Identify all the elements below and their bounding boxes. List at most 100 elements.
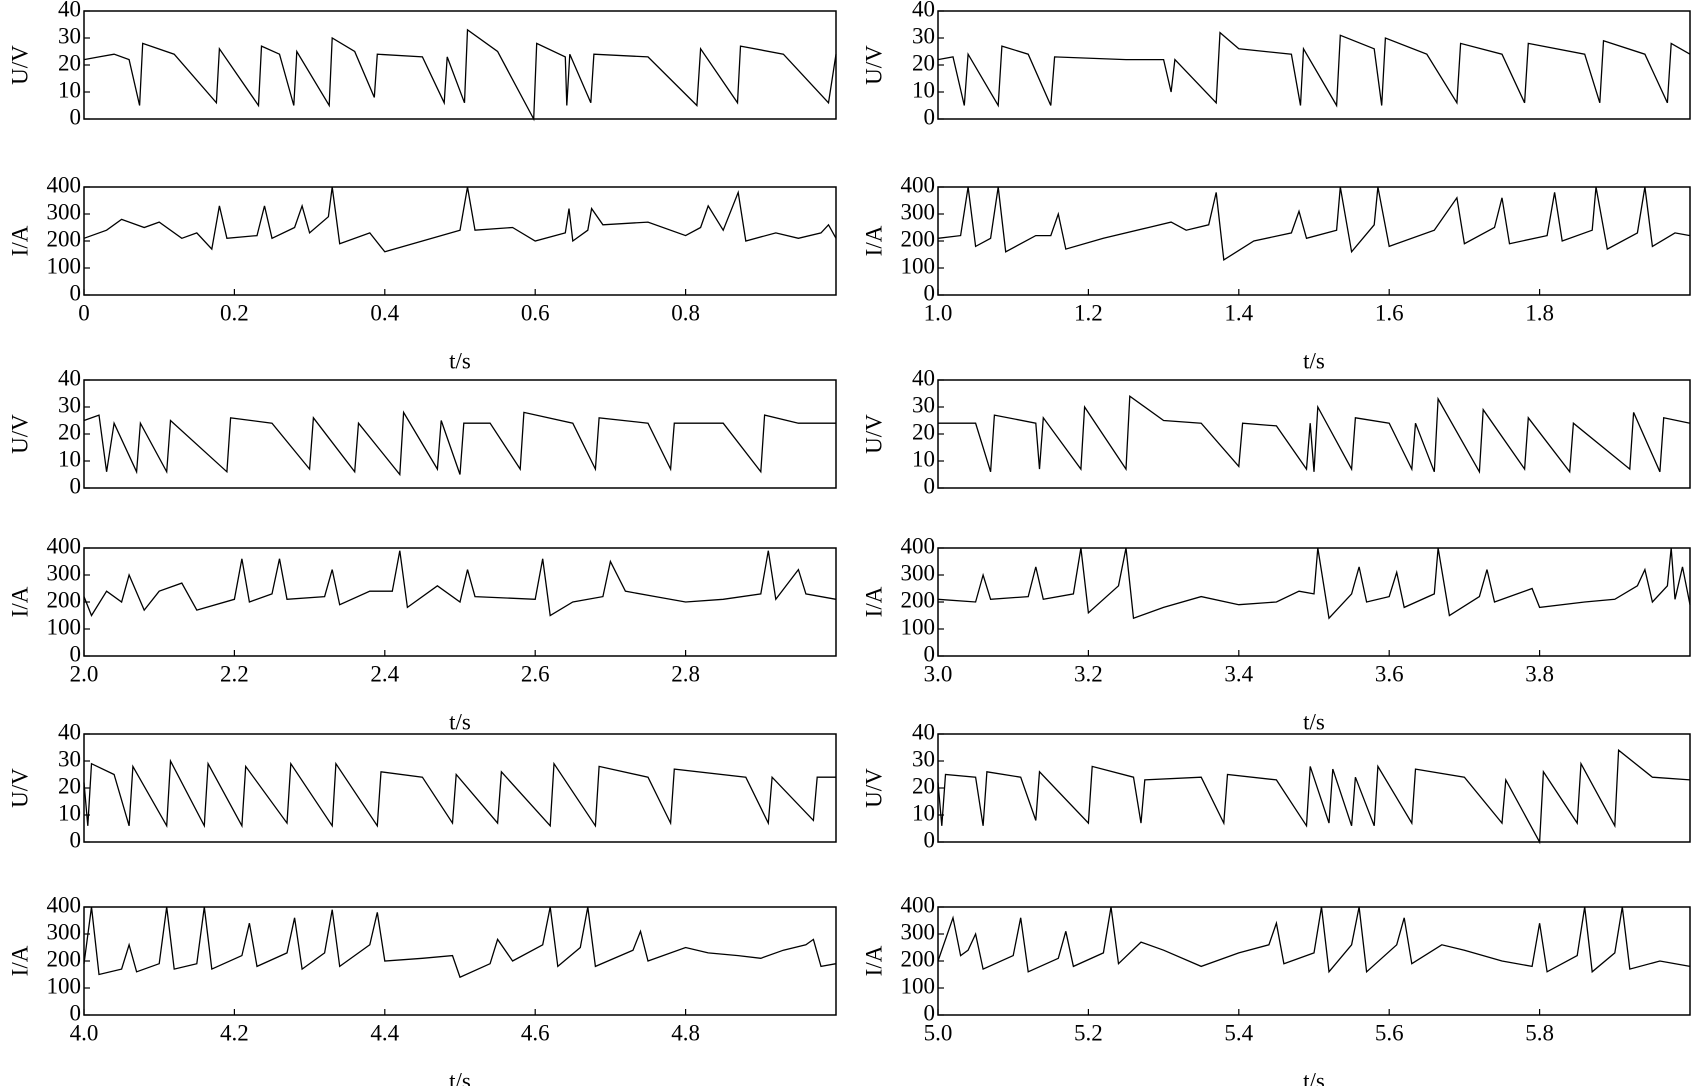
y-axis-label: I/A: [861, 225, 886, 256]
signal-line: [937, 748, 1691, 845]
signal-line: [83, 550, 837, 617]
y-tick-label: 200: [901, 226, 936, 251]
x-tick-label: 2.2: [220, 661, 249, 686]
y-tick-label: 40: [58, 719, 81, 744]
y-axis-label: I/A: [861, 945, 886, 976]
y-tick-label: 300: [47, 560, 82, 585]
signal-line: [937, 31, 1691, 108]
x-tick-label: 4.6: [521, 1020, 550, 1045]
y-axis-label: U/V: [861, 414, 886, 454]
y-axis-label: U/V: [861, 45, 886, 85]
x-tick-label: 0.6: [521, 300, 550, 325]
x-axis-label: t/s: [1303, 348, 1325, 373]
y-tick-label: 0: [70, 827, 82, 852]
y-tick-label: 20: [58, 773, 81, 798]
y-tick-label: 20: [58, 50, 81, 75]
x-tick-label: 3.2: [1074, 661, 1103, 686]
y-tick-label: 0: [924, 473, 936, 498]
y-tick-label: 30: [912, 746, 935, 771]
x-tick-label: 3.8: [1525, 661, 1554, 686]
y-axis-label: U/V: [861, 768, 886, 808]
y-axis-label: U/V: [7, 768, 32, 808]
y-tick-label: 10: [912, 800, 935, 825]
y-tick-label: 20: [912, 773, 935, 798]
y-tick-label: 30: [58, 23, 81, 48]
plot-frame: [83, 733, 837, 843]
x-axis-label: t/s: [1303, 709, 1325, 734]
x-tick-label: 5.4: [1224, 1020, 1253, 1045]
x-tick-label: 4.4: [370, 1020, 399, 1045]
y-tick-label: 300: [901, 199, 936, 224]
plot-frame: [83, 186, 837, 296]
y-tick-label: 20: [912, 50, 935, 75]
y-tick-label: 300: [47, 919, 82, 944]
x-tick-label: 5.2: [1074, 1020, 1103, 1045]
y-tick-label: 400: [901, 892, 936, 917]
y-tick-label: 30: [912, 392, 935, 417]
y-tick-label: 200: [901, 946, 936, 971]
y-tick-label: 10: [58, 800, 81, 825]
y-axis-label: I/A: [7, 945, 32, 976]
x-tick-label: 1.2: [1074, 300, 1103, 325]
x-tick-label: 3.4: [1224, 661, 1253, 686]
y-tick-label: 0: [70, 280, 82, 305]
y-tick-label: 10: [58, 446, 81, 471]
x-tick-label: 5.6: [1375, 1020, 1404, 1045]
y-tick-label: 0: [924, 104, 936, 129]
y-tick-label: 40: [912, 365, 935, 390]
y-tick-label: 300: [901, 919, 936, 944]
y-tick-label: 100: [901, 614, 936, 639]
y-tick-label: 20: [58, 419, 81, 444]
signal-line: [83, 186, 837, 253]
x-tick-label: 1.8: [1525, 300, 1554, 325]
y-tick-label: 400: [901, 533, 936, 558]
y-tick-label: 200: [901, 587, 936, 612]
y-tick-label: 40: [58, 365, 81, 390]
signal-line: [937, 547, 1691, 620]
x-tick-label: 3.0: [924, 661, 953, 686]
plot-frame: [937, 547, 1691, 657]
x-tick-label: 4.8: [671, 1020, 700, 1045]
y-tick-label: 400: [47, 533, 82, 558]
y-tick-label: 100: [47, 253, 82, 278]
x-tick-label: 5.0: [924, 1020, 953, 1045]
y-tick-label: 300: [47, 199, 82, 224]
signal-line: [83, 758, 836, 829]
y-tick-label: 0: [70, 641, 82, 666]
x-tick-label: 5.8: [1525, 1020, 1554, 1045]
y-tick-label: 0: [924, 827, 936, 852]
y-tick-label: 0: [924, 280, 936, 305]
signal-line: [83, 410, 836, 477]
y-tick-label: 100: [47, 973, 82, 998]
y-tick-label: 0: [924, 641, 936, 666]
signal-line: [83, 28, 837, 122]
signal-line: [937, 186, 1691, 262]
y-tick-label: 40: [912, 0, 935, 21]
y-axis-label: U/V: [7, 414, 32, 454]
x-tick-label: 4.2: [220, 1020, 249, 1045]
signal-line: [83, 906, 837, 979]
y-tick-label: 30: [58, 746, 81, 771]
y-tick-label: 100: [901, 253, 936, 278]
x-tick-label: 1.4: [1224, 300, 1253, 325]
signal-line: [937, 906, 1691, 974]
x-tick-label: 0.4: [370, 300, 399, 325]
y-tick-label: 300: [901, 560, 936, 585]
x-tick-label: 1.6: [1375, 300, 1404, 325]
y-tick-label: 400: [901, 172, 936, 197]
x-axis-label: t/s: [449, 348, 471, 373]
y-tick-label: 20: [912, 419, 935, 444]
y-tick-label: 30: [912, 23, 935, 48]
y-tick-label: 40: [58, 0, 81, 21]
x-tick-label: 2.0: [70, 661, 99, 686]
y-tick-label: 100: [901, 973, 936, 998]
x-tick-label: 0.8: [671, 300, 700, 325]
y-tick-label: 0: [924, 1000, 936, 1025]
plot-frame: [937, 733, 1691, 843]
y-tick-label: 10: [912, 446, 935, 471]
y-tick-label: 30: [58, 392, 81, 417]
x-tick-label: 2.6: [521, 661, 550, 686]
x-tick-label: 4.0: [70, 1020, 99, 1045]
